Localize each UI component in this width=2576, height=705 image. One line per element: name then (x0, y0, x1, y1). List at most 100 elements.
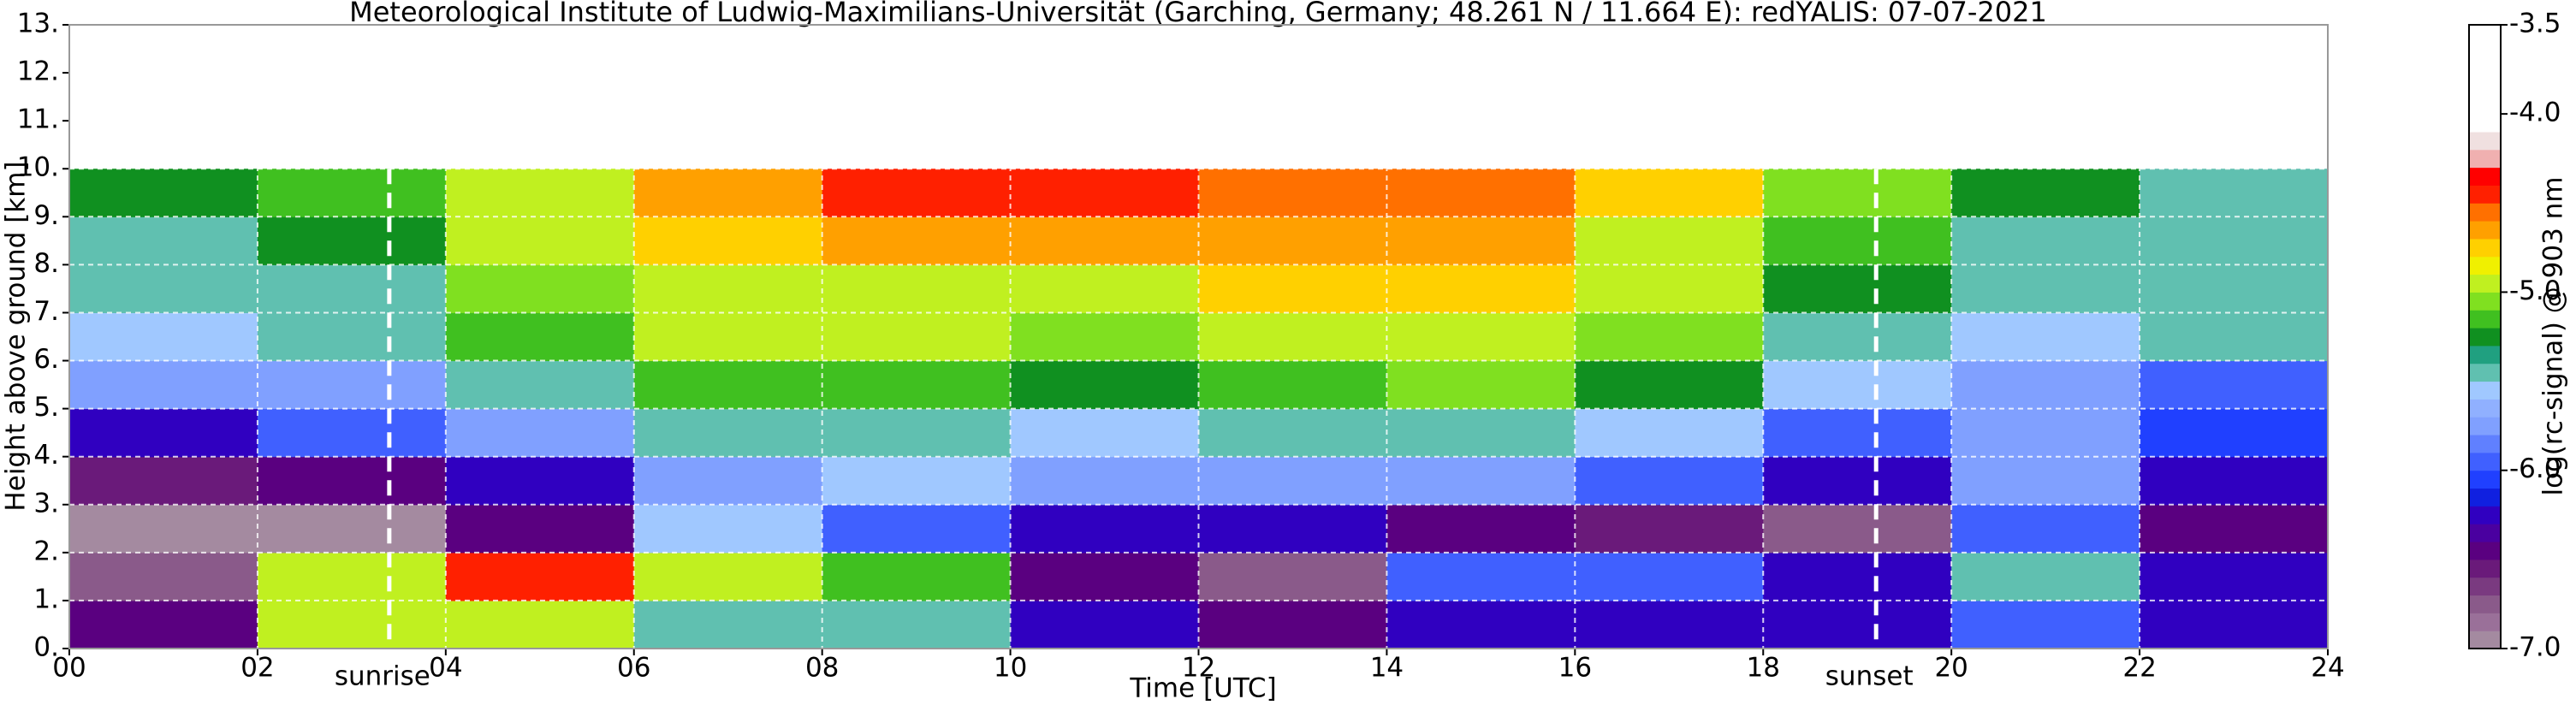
heatmap-cell (1386, 360, 1576, 410)
heatmap-cell (822, 169, 1012, 217)
heatmap-cell (1386, 600, 1576, 649)
heatmap-cell (1198, 216, 1387, 265)
heatmap-cell (1951, 216, 2140, 265)
heatmap-cell (69, 600, 258, 649)
colorbar-swatch (2469, 613, 2501, 631)
annotation-label: sunset (1825, 661, 1914, 692)
heatmap-cell (1386, 312, 1576, 362)
heatmap-cell (257, 216, 447, 265)
heatmap-cell (445, 360, 635, 410)
heatmap-cell (1763, 552, 1952, 601)
heatmap-cell (633, 504, 823, 554)
colorbar-swatch (2469, 559, 2501, 578)
heatmap-cell (1386, 216, 1576, 265)
heatmap-cell (1198, 600, 1387, 649)
heatmap-cell (1010, 600, 1199, 649)
colorbar-swatch (2469, 452, 2501, 471)
heatmap-cell (1951, 312, 2140, 362)
colorbar-swatch (2469, 203, 2501, 222)
heatmap-cell (1575, 264, 1764, 313)
heatmap-cell (1386, 456, 1576, 506)
heatmap-cell (633, 360, 823, 410)
colorbar-tick-label: -3.5 (2509, 9, 2561, 39)
y-tick-label: 2. (33, 536, 59, 566)
colorbar-swatch (2469, 363, 2501, 382)
x-tick-label: 24 (2311, 653, 2344, 684)
heatmap-cell (822, 216, 1012, 265)
colorbar-swatch (2469, 542, 2501, 560)
colorbar-tick-label: -4.0 (2509, 98, 2561, 128)
colorbar-swatch (2469, 274, 2501, 293)
heatmap-cell (1010, 552, 1199, 601)
heatmap-cell (257, 504, 447, 554)
heatmap-cell (2140, 408, 2329, 458)
heatmap-cell (1763, 600, 1952, 649)
heatmap-cell (1575, 360, 1764, 410)
colorbar-swatch (2469, 488, 2501, 507)
heatmap-cell (257, 456, 447, 506)
heatmap-cell (2140, 312, 2329, 362)
heatmap-cell (822, 360, 1012, 410)
colorbar-tick-label: -6.0 (2509, 453, 2561, 484)
heatmap-cell (1951, 504, 2140, 554)
heatmap-cell (1763, 504, 1952, 554)
colorbar-swatch (2469, 470, 2501, 489)
heatmap-cell (822, 312, 1012, 362)
colorbar-frame (2468, 24, 2502, 649)
colorbar-label: log(rc-signal) @ 903 nm (2538, 176, 2569, 495)
y-tick-label: 1. (33, 584, 59, 614)
heatmap-cell (1198, 169, 1387, 217)
colorbar-swatch (2469, 417, 2501, 435)
colorbar-swatch (2469, 328, 2501, 347)
heatmap-cell (445, 552, 635, 601)
y-tick-label: 8. (33, 248, 59, 279)
colorbar-tick-label: -5.0 (2509, 275, 2561, 306)
heatmap-cell (2140, 504, 2329, 554)
heatmap-cell (633, 456, 823, 506)
heatmap-cell (1386, 552, 1576, 601)
heatmap-cell (1763, 312, 1952, 362)
heatmap-cell (2140, 552, 2329, 601)
colorbar-swatch (2469, 96, 2501, 115)
heatmap-cell (257, 408, 447, 458)
heatmap-cell (69, 552, 258, 601)
colorbar-swatch (2469, 435, 2501, 453)
heatmap-cell (2140, 169, 2329, 217)
heatmap-cell (1575, 600, 1764, 649)
x-tick-label: 12 (1182, 653, 1215, 684)
heatmap-cell (633, 312, 823, 362)
x-axis-label: Time [UTC] (1129, 673, 1276, 704)
heatmap-cell (1763, 264, 1952, 313)
colorbar-tick-label: -7.0 (2509, 632, 2561, 663)
colorbar-swatch (2469, 631, 2501, 649)
colorbar-swatch (2469, 42, 2501, 62)
heatmap-cell (633, 600, 823, 649)
colorbar-swatch (2469, 238, 2501, 258)
colorbar-swatch (2469, 131, 2501, 151)
heatmap-cell (2140, 360, 2329, 410)
heatmap-cell (69, 264, 258, 313)
heatmap-cell (2140, 216, 2329, 265)
heatmap-cell (1010, 216, 1199, 265)
heatmap-cell (633, 169, 823, 217)
heatmap-cell (1386, 504, 1576, 554)
heatmap-cell (1575, 456, 1764, 506)
heatmap-cell (822, 600, 1012, 649)
heatmap-cell (445, 216, 635, 265)
heatmap-cell (445, 264, 635, 313)
heatmap-cell (445, 504, 635, 554)
heatmap-cell (2140, 264, 2329, 313)
colorbar-swatch (2469, 292, 2501, 311)
heatmap-cell (2140, 600, 2329, 649)
y-tick-label: 4. (33, 440, 59, 471)
y-tick-label: 12. (17, 56, 59, 87)
heatmap-cell (1198, 408, 1387, 458)
heatmap-cell (1575, 169, 1764, 217)
y-tick-label: 13. (17, 9, 59, 39)
heatmap-cell (1951, 456, 2140, 506)
heatmap-cell (69, 169, 258, 217)
heatmap-cell (69, 504, 258, 554)
heatmap-cell (69, 312, 258, 362)
x-tick-label: 02 (240, 653, 274, 684)
